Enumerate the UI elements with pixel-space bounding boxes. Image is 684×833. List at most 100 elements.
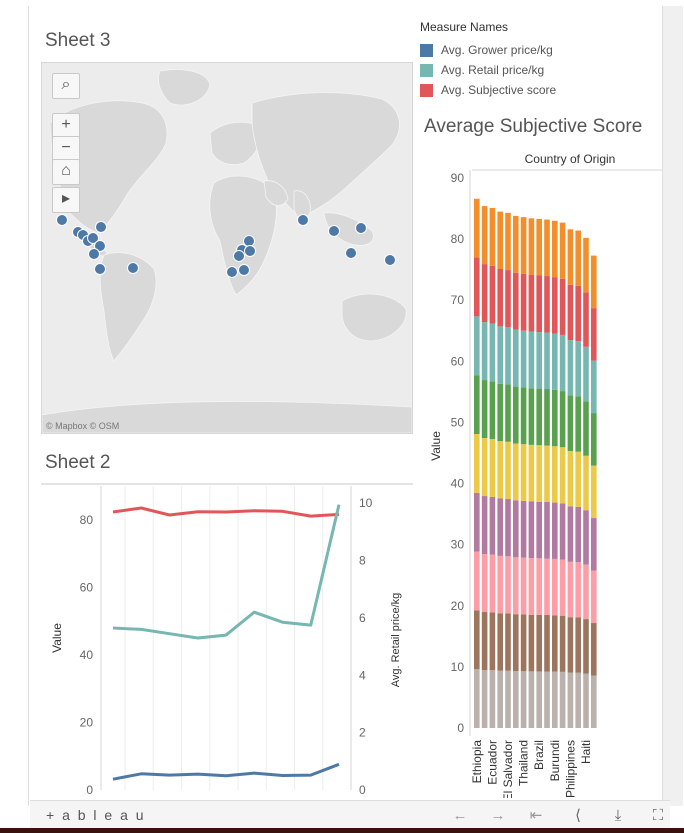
bar-segment[interactable] — [567, 506, 574, 562]
bar-segment[interactable] — [536, 671, 542, 728]
bar-segment[interactable] — [583, 455, 589, 511]
bar-segment[interactable] — [513, 500, 519, 558]
bar-segment[interactable] — [481, 438, 488, 497]
legend-item[interactable]: Avg. Subjective score — [420, 80, 556, 100]
bar-segment[interactable] — [474, 316, 480, 376]
bar-segment[interactable] — [567, 340, 574, 396]
bar-segment[interactable] — [528, 331, 535, 389]
bar-segment[interactable] — [513, 386, 519, 444]
bar-segment[interactable] — [583, 237, 589, 293]
bar-segment[interactable] — [520, 387, 527, 445]
bar-segment[interactable] — [528, 671, 535, 728]
bar-segment[interactable] — [536, 388, 542, 446]
bar-segment[interactable] — [559, 559, 566, 616]
map-canvas[interactable] — [42, 63, 412, 433]
bar-segment[interactable] — [544, 389, 550, 446]
bar-segment[interactable] — [505, 613, 511, 671]
bar-segment[interactable] — [575, 230, 581, 286]
zoom-home-button[interactable]: ⌂ — [52, 159, 80, 185]
map-point[interactable] — [355, 222, 367, 234]
world-map[interactable]: ⌕ + − ⌂ ▸ © Mapbox © OSM — [41, 62, 413, 434]
bar-segment[interactable] — [552, 446, 558, 503]
bar-segment[interactable] — [497, 670, 503, 728]
bar-segment[interactable] — [544, 219, 550, 277]
bar-segment[interactable] — [567, 450, 574, 507]
bar-segment[interactable] — [489, 323, 496, 382]
bar-segment[interactable] — [591, 465, 597, 519]
bar-segment[interactable] — [497, 326, 503, 384]
map-point[interactable] — [226, 266, 238, 278]
bar-segment[interactable] — [481, 496, 488, 555]
bar-segment[interactable] — [489, 496, 496, 555]
bar-segment[interactable] — [567, 617, 574, 673]
bar-segment[interactable] — [591, 623, 597, 676]
bar-segment[interactable] — [474, 669, 480, 728]
bar-segment[interactable] — [481, 554, 488, 613]
bar-segment[interactable] — [567, 672, 574, 728]
bar-segment[interactable] — [583, 510, 589, 565]
bar-segment[interactable] — [552, 502, 558, 559]
bar-segment[interactable] — [513, 215, 519, 273]
bar-segment[interactable] — [583, 401, 589, 456]
legend-item[interactable]: Avg. Grower price/kg — [420, 40, 556, 60]
bar-segment[interactable] — [489, 207, 496, 266]
fullscreen-button[interactable]: ⛶ — [646, 805, 670, 827]
bar-segment[interactable] — [536, 445, 542, 502]
bar-segment[interactable] — [591, 570, 597, 624]
bar-segment[interactable] — [552, 333, 558, 390]
bar-segment[interactable] — [536, 275, 542, 333]
bar-segment[interactable] — [520, 671, 527, 728]
bar-segment[interactable] — [536, 614, 542, 672]
bar-segment[interactable] — [497, 498, 503, 556]
bar-segment[interactable] — [513, 443, 519, 501]
bar-segment[interactable] — [536, 332, 542, 389]
bar-segment[interactable] — [474, 198, 480, 258]
bar-segment[interactable] — [489, 439, 496, 497]
bar-segment[interactable] — [513, 557, 519, 615]
download-button[interactable]: ⤓ — [606, 805, 630, 827]
undo-button[interactable]: ← — [448, 805, 472, 827]
bar-segment[interactable] — [528, 558, 535, 615]
bar-segment[interactable] — [520, 330, 527, 388]
bar-segment[interactable] — [505, 270, 511, 328]
vertical-scrollbar[interactable] — [662, 6, 683, 806]
bar-segment[interactable] — [552, 615, 558, 672]
bar-segment[interactable] — [481, 206, 488, 265]
bar-segment[interactable] — [536, 218, 542, 276]
map-attribution[interactable]: © Mapbox © OSM — [46, 421, 120, 431]
bar-segment[interactable] — [591, 413, 597, 466]
bar-segment[interactable] — [520, 500, 527, 558]
bar-segment[interactable] — [567, 229, 574, 285]
map-point[interactable] — [94, 240, 106, 252]
expand-toolbar-button[interactable]: ▸ — [52, 187, 80, 213]
bar-segment[interactable] — [544, 445, 550, 503]
bar-segment[interactable] — [481, 612, 488, 671]
tableau-logo[interactable]: + a b l e a u — [46, 807, 146, 823]
bar-segment[interactable] — [583, 346, 589, 402]
bar-segment[interactable] — [520, 273, 527, 331]
bar-segment[interactable] — [559, 447, 566, 504]
bar-segment[interactable] — [544, 558, 550, 616]
map-point[interactable] — [88, 248, 100, 260]
bar-segment[interactable] — [591, 675, 597, 728]
bar-segment[interactable] — [559, 503, 566, 560]
bar-segment[interactable] — [567, 561, 574, 618]
sheet2-line-chart[interactable]: 0 20 40 60 80 0 2 4 6 8 10 Value Avg. Retail price/k… — [41, 480, 413, 798]
bar-segment[interactable] — [544, 332, 550, 390]
bar-segment[interactable] — [536, 558, 542, 615]
map-point[interactable] — [244, 245, 256, 257]
map-point[interactable] — [87, 232, 99, 244]
bar-segment[interactable] — [520, 557, 527, 615]
bar-segment[interactable] — [481, 322, 488, 381]
subjective-score-bar-chart[interactable]: Country of Origin 0 10 20 30 40 50 60 70 80 90 Valu… — [420, 146, 662, 798]
bar-segment[interactable] — [583, 292, 589, 347]
map-point[interactable] — [94, 263, 106, 275]
legend-item[interactable]: Avg. Retail price/kg — [420, 60, 556, 80]
bar-segment[interactable] — [497, 613, 503, 671]
bar-segment[interactable] — [520, 614, 527, 672]
bar-segment[interactable] — [520, 444, 527, 501]
bar-segment[interactable] — [481, 380, 488, 439]
bar-segment[interactable] — [552, 558, 558, 616]
bar-segment[interactable] — [575, 672, 581, 728]
bar-segment[interactable] — [497, 268, 503, 327]
